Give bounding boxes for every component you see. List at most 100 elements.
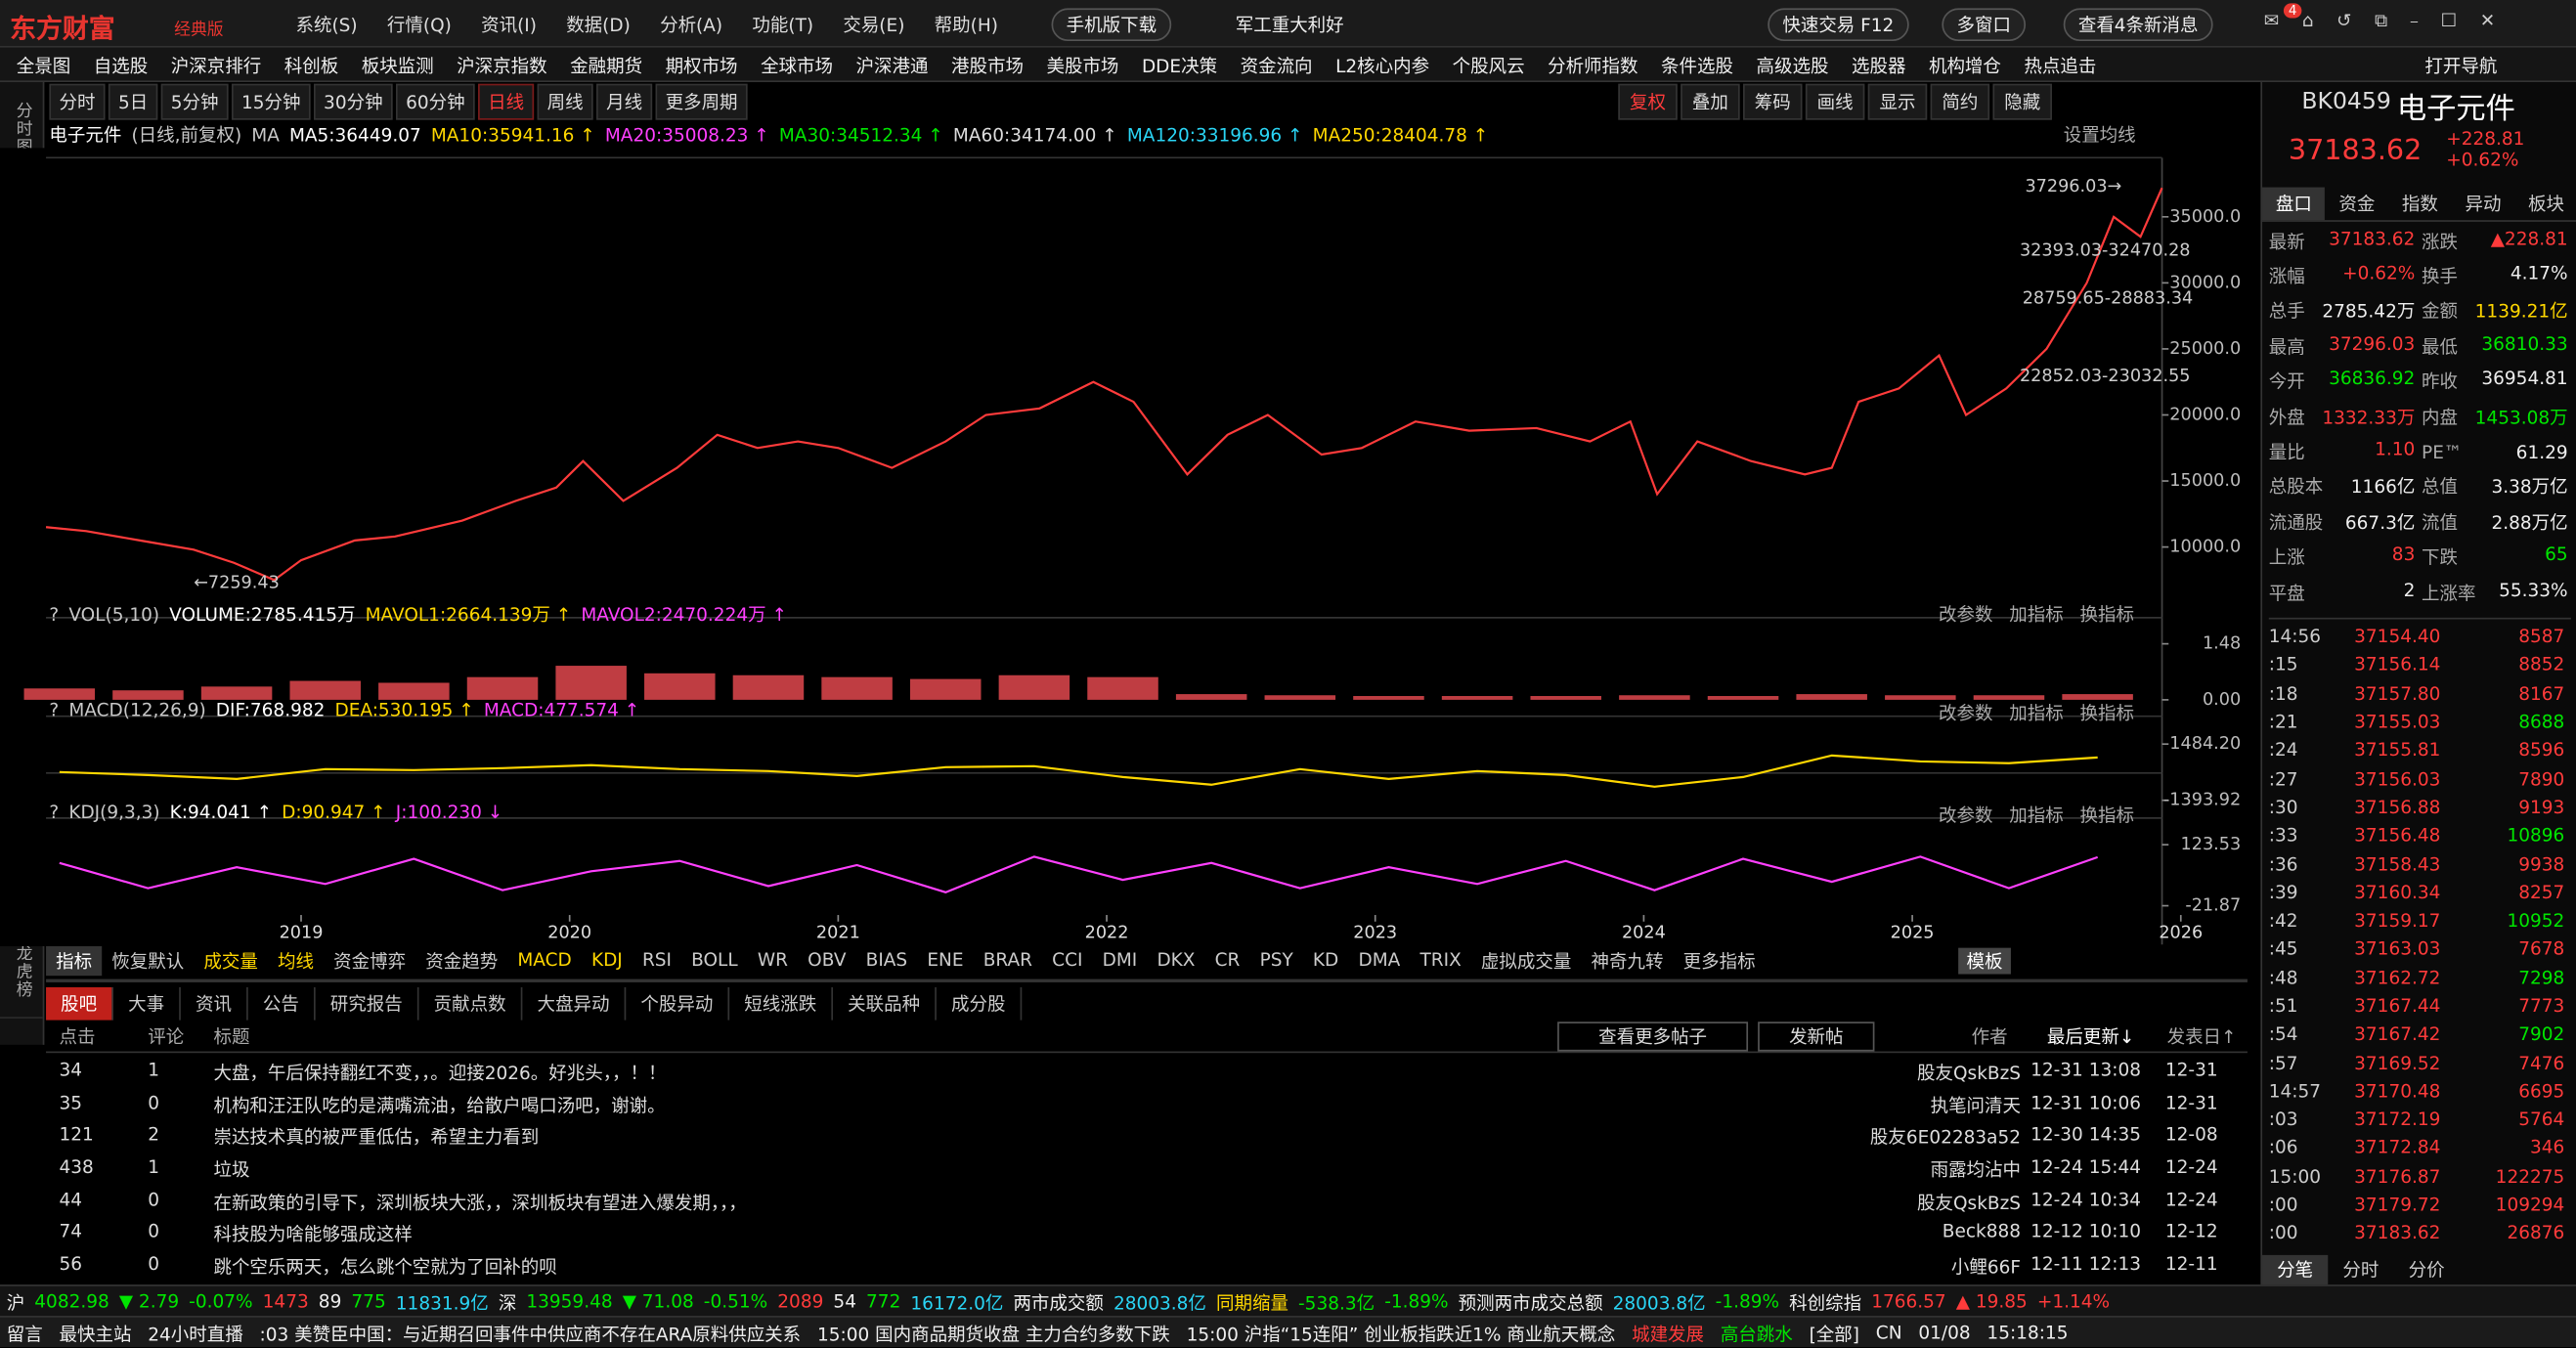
open-nav[interactable]: 打开导航 [2424,56,2498,77]
nav-item[interactable]: 期权市场 [665,56,738,77]
quick-trade[interactable]: 快速交易 F12 [1768,8,1909,42]
quote-tab[interactable]: 资金 [2338,194,2376,216]
bottom-tab[interactable]: 个股异动 [626,986,730,1021]
tick-tab[interactable]: 分时 [2342,1259,2380,1282]
indicator-tab[interactable]: 虚拟成交量 [1480,950,1572,973]
indicator-tab[interactable]: DKX [1157,949,1196,972]
menu-item[interactable]: 资讯(I) [481,15,537,36]
ticker-item[interactable]: 城建发展 [1632,1323,1705,1345]
indicator-tab[interactable]: DMA [1358,949,1401,972]
post-title[interactable]: 大盘，午后保持翻红不变，，。迎接2026。好兆头，，！！ [213,1063,667,1085]
post-row[interactable]: 44 0 在新政策的引导下，深圳板块大涨，，深圳板块有望进入爆发期，，， 股友QskB… [46,1184,2248,1216]
post-title[interactable]: 科技股为啥能够强成这样 [213,1224,413,1246]
post-title[interactable]: 在新政策的引导下，深圳板块大涨，，深圳板块有望进入爆发期，，， [213,1192,747,1214]
bottom-tab[interactable]: 短线涨跌 [729,986,834,1021]
tool-button[interactable]: 简约 [1930,83,1990,120]
period-tab[interactable]: 日线 [478,83,535,120]
period-tab[interactable]: 60分钟 [396,83,475,120]
post-title[interactable]: 崇达技术真的被严重低估，希望主力看到 [213,1127,540,1150]
menu-item[interactable]: 数据(D) [566,15,631,36]
nav-item[interactable]: 高级选股 [1756,56,1829,77]
panel-button[interactable]: 加指标 [2009,703,2064,725]
quote-tab[interactable]: 异动 [2465,194,2502,216]
nav-item[interactable]: 机构增仓 [1928,56,2001,77]
nav-item[interactable]: 自选股 [93,56,149,77]
ticker-item[interactable]: 01/08 [1918,1322,1971,1344]
ticker-item[interactable]: 留言 [6,1323,43,1345]
period-tab[interactable]: 分时 [49,83,106,120]
menu-item[interactable]: 行情(Q) [386,15,452,36]
panel-button[interactable]: 改参数 [1938,703,1993,725]
ticker-item[interactable]: 15:18:15 [1987,1322,2069,1344]
help[interactable]: ? [49,802,60,823]
news[interactable]: 查看4条新消息 [2063,8,2213,42]
tick-tab[interactable]: 分价 [2408,1259,2445,1282]
indicator-tab[interactable]: DMI [1102,949,1138,972]
help[interactable]: ? [49,603,60,626]
tick-tab[interactable]: 分笔 [2262,1254,2329,1285]
period-tab[interactable]: 15分钟 [231,83,311,120]
indicator-tab[interactable]: KDJ [590,949,623,972]
bottom-tab[interactable]: 成分股 [937,986,1023,1021]
indicator-tab[interactable]: WR [757,949,788,972]
ticker-item[interactable]: 最快主站 [59,1323,132,1345]
ticker-item[interactable]: 15:00 沪指“15连阳” 创业板指跌近1% 商业航天概念 [1186,1323,1616,1345]
nav-item[interactable]: 分析师指数 [1548,56,1638,77]
indicator-tab[interactable]: 均线 [278,950,314,973]
menu-item[interactable]: 系统(S) [295,15,358,36]
period-tab[interactable]: 5分钟 [160,83,229,120]
ticker-item[interactable]: :03 美赞臣中国：与近期召回事件中供应商不存在ARA原料供应关系 [259,1323,802,1345]
nav-item[interactable]: 港股市场 [951,56,1024,77]
nav-item[interactable]: 选股器 [1851,56,1906,77]
indicator-tab[interactable]: MACD [517,949,572,972]
nav-item[interactable]: 金融期货 [570,56,643,77]
multi-window[interactable]: 多窗口 [1942,8,2027,42]
nav-item[interactable]: DDE决策 [1141,56,1218,77]
quote-tab[interactable]: 盘口 [2262,187,2326,221]
quote-tab[interactable]: 指数 [2401,194,2438,216]
bottom-tab[interactable]: 关联品种 [833,986,937,1021]
period-tab[interactable]: 5日 [108,83,158,120]
panel-button[interactable]: 换指标 [2079,703,2134,725]
indicator-tab[interactable]: PSY [1259,949,1293,972]
nav-item[interactable]: 条件选股 [1661,56,1733,77]
ticker-item[interactable]: [全部] [1809,1323,1859,1345]
promo[interactable]: 军工重大利好 [1235,15,1344,36]
post-row[interactable]: 56 0 跳个空乐两天，怎么跳个空就为了回补的呗 小鲤66F 12-11 12:13 12… [46,1248,2248,1281]
ticker-item[interactable]: CN [1875,1322,1902,1344]
indicator-tab[interactable]: KD [1312,949,1339,972]
tool-button[interactable]: 画线 [1805,83,1865,120]
post-title[interactable]: 机构和汪汪队吃的是满嘴流油，给散户喝口汤吧，谢谢。 [213,1095,666,1117]
tool-button[interactable]: 隐藏 [1992,83,2052,120]
indicator-tab[interactable]: 指标 [46,945,103,976]
nav-item[interactable]: 沪深京指数 [457,56,547,77]
indicator-tab[interactable]: 资金趋势 [425,950,499,973]
col-updated[interactable]: 最后更新↓ [2046,1026,2135,1049]
menu-item[interactable]: 交易(E) [843,15,905,36]
tool-button[interactable]: 显示 [1867,83,1928,120]
post-title[interactable]: 垃圾 [213,1159,250,1182]
nav-item[interactable]: L2核心内参 [1335,56,1430,77]
indicator-tab[interactable]: 神奇九转 [1591,950,1664,973]
ticker-item[interactable]: 高台跳水 [1720,1323,1793,1345]
post-row[interactable]: 121 2 崇达技术真的被严重低估，希望主力看到 股友6E02283a52 12-30 … [46,1119,2248,1152]
period-tab[interactable]: 更多周期 [655,83,748,120]
logo[interactable]: 东方财富 [10,13,115,45]
nav-item[interactable]: 科创板 [284,56,339,77]
indicator-tab[interactable]: CR [1214,949,1241,972]
panel-button[interactable]: 换指标 [2079,804,2134,827]
nav-item[interactable]: 沪深港通 [855,56,929,77]
bottom-tab[interactable]: 大盘异动 [522,986,627,1021]
post-row[interactable]: 34 1 大盘，午后保持翻红不变，，。迎接2026。好兆头，，！！ 股友QskBzS 1… [46,1055,2248,1087]
indicator-tab[interactable]: 更多指标 [1682,950,1756,973]
side-tab[interactable]: 龙虎榜 [0,925,43,1019]
period-tab[interactable]: 周线 [537,83,593,120]
bottom-tab[interactable]: 股吧 [46,986,113,1021]
help[interactable]: ? [49,699,60,721]
mobile-download[interactable]: 手机版下载 [1051,8,1172,42]
nav-item[interactable]: 热点追击 [2024,56,2097,77]
ticker-item[interactable]: 15:00 国内商品期货收盘 主力合约多数下跌 [816,1323,1170,1345]
tool-button[interactable]: 叠加 [1681,83,1740,120]
quote-tab[interactable]: 板块 [2528,194,2564,216]
new-post[interactable]: 发新帖 [1758,1022,1875,1052]
